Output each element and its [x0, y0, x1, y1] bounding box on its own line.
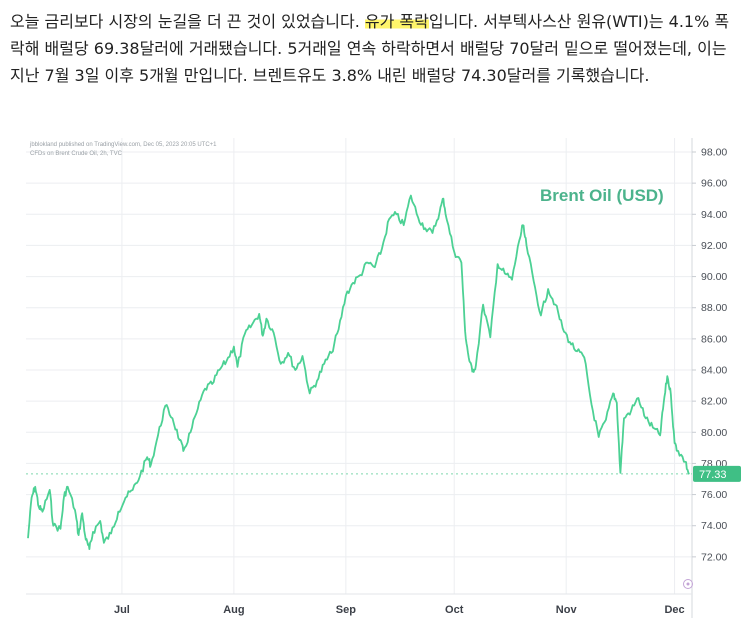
chart-meta: jbblokland published on TradingView.com,… — [30, 141, 217, 159]
y-tick-label: 98.00 — [701, 147, 727, 159]
y-tick-label: 96.00 — [701, 178, 727, 190]
x-tick-label: Jul — [114, 604, 130, 616]
y-tick-label: 94.00 — [701, 209, 727, 221]
series-line — [27, 194, 690, 550]
y-tick-label: 72.00 — [701, 551, 727, 563]
x-tick-label: Sep — [336, 604, 356, 616]
y-tick-label: 90.00 — [701, 271, 727, 283]
x-tick-label: Nov — [556, 604, 578, 616]
symbol-line: CFDs on Brent Crude Oil, 2h, TVC — [30, 151, 122, 157]
y-tick-label: 82.00 — [701, 396, 727, 408]
chart-series — [27, 194, 690, 550]
y-tick-label: 84.00 — [701, 365, 727, 377]
chart-grid — [26, 138, 692, 594]
y-axis: 98.00 96.00 94.00 92.00 90.00 88.00 86.00 84.00… — [691, 138, 727, 618]
chart-canvas: 98.00 96.00 94.00 92.00 90.00 88.00 86.00 84.00… — [26, 138, 741, 618]
x-tick-label: Dec — [664, 604, 684, 616]
x-tick-label: Oct — [445, 604, 464, 616]
settings-icon[interactable] — [683, 579, 693, 589]
y-tick-label: 86.00 — [701, 333, 727, 345]
article-paragraph: 오늘 금리보다 시장의 눈길을 더 끈 것이 있었습니다. 유가 폭락입니다. … — [10, 8, 738, 89]
chart-title: Brent Oil (USD) — [540, 186, 664, 205]
last-price-tag — [693, 465, 741, 482]
highlighted-phrase: 유가 폭락 — [364, 12, 429, 31]
y-tick-label: 74.00 — [701, 520, 727, 532]
y-tick-label: 88.00 — [701, 302, 727, 314]
y-tick-label: 80.00 — [701, 427, 727, 439]
article-text-rest: 입니다. 서부텍사스산 원유(WTI)는 4.1% 폭락해 배럴당 69.38달… — [10, 12, 730, 85]
y-tick-label: 92.00 — [701, 240, 727, 252]
x-axis: Jul Aug Sep Oct Nov Dec — [26, 593, 692, 616]
y-tick-label: 76.00 — [701, 489, 727, 501]
last-price-label: 77.33 — [699, 469, 727, 481]
x-tick-label: Aug — [223, 604, 244, 616]
article-text-lead: 오늘 금리보다 시장의 눈길을 더 끈 것이 있었습니다. — [10, 12, 365, 31]
brent-oil-chart: 98.00 96.00 94.00 92.00 90.00 88.00 86.00 84.00… — [26, 138, 743, 618]
last-price-marker: 77.33 — [26, 465, 741, 482]
publisher-line: jbblokland published on TradingView.com,… — [30, 142, 217, 148]
